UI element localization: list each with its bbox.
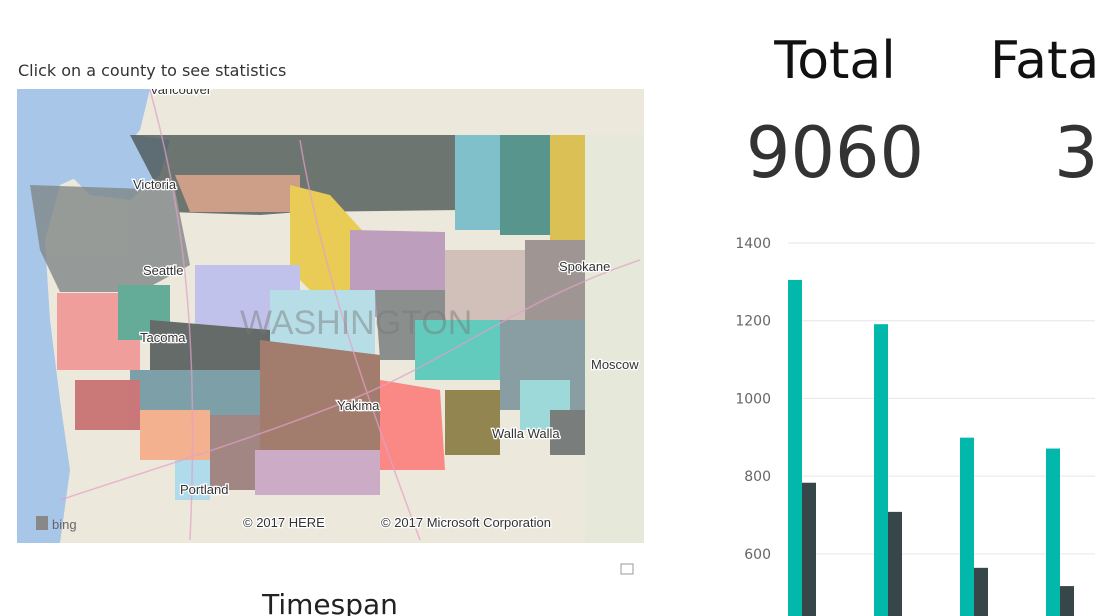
map-label: Moscow	[591, 357, 639, 372]
y-tick-label: 800	[744, 469, 771, 485]
y-tick-label: 1400	[735, 236, 771, 252]
map-label: Portland	[180, 482, 228, 497]
bar	[960, 437, 974, 616]
map-label: Walla Walla	[492, 426, 560, 441]
map[interactable]: Vancouver Victoria Seattle Spokane Tacom…	[17, 82, 644, 543]
bing-logo	[36, 516, 48, 530]
map-copyright: © 2017 Microsoft Corporation	[381, 515, 551, 530]
map-label: Seattle	[143, 263, 183, 278]
instruction: Click on a county to see statistics	[18, 61, 286, 80]
bar	[888, 511, 902, 616]
map-label: WASHINGTON	[240, 304, 472, 342]
y-tick-label: 600	[744, 547, 771, 563]
card-label: Fatal	[990, 31, 1095, 91]
bar	[1046, 448, 1060, 616]
map-label: Spokane	[559, 259, 610, 274]
map-label: Vancouver	[150, 82, 212, 97]
focus-icon[interactable]	[620, 563, 634, 575]
bar	[802, 482, 816, 616]
y-tick-label: 1000	[735, 391, 771, 407]
map-label: Yakima	[337, 398, 380, 413]
bar	[1060, 586, 1074, 616]
bar	[874, 324, 888, 616]
bar-chart: 600 800 1000 1200 1400	[735, 236, 1095, 616]
card-label: Total	[773, 31, 895, 91]
bar	[974, 567, 988, 616]
timespan-title: Timespan	[261, 588, 398, 616]
y-tick-label: 1200	[735, 314, 771, 330]
card-value: 3	[1054, 112, 1095, 194]
map-label: Tacoma	[140, 330, 186, 345]
card-value: 9060	[746, 112, 924, 194]
map-label: Victoria	[133, 177, 177, 192]
map-copyright: © 2017 HERE	[243, 515, 325, 530]
map-provider: bing	[52, 517, 77, 532]
bar	[788, 279, 802, 616]
